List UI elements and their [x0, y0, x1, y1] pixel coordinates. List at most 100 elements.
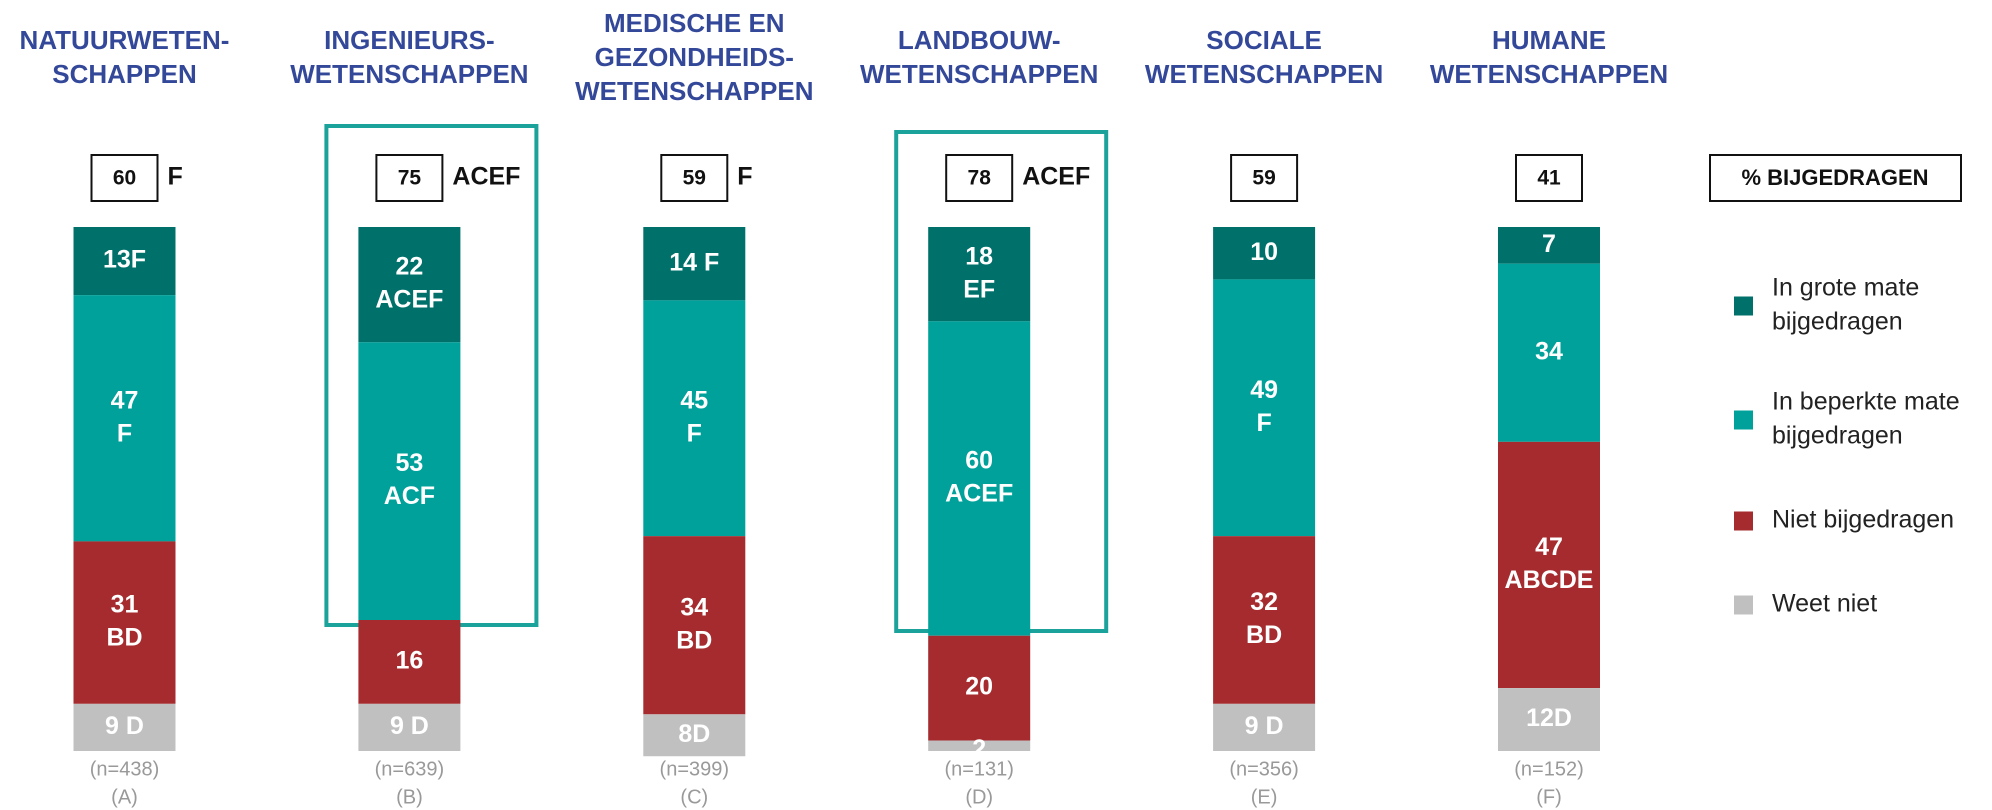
value-label: 9 D — [1245, 712, 1284, 740]
legend-title: % BIJGEDRAGEN — [1741, 165, 1928, 190]
value-label: 14 F — [669, 248, 719, 276]
group-letter: (F) — [1536, 786, 1562, 808]
value-label: 34 — [680, 593, 708, 621]
legend-label: Niet bijgedragen — [1772, 506, 1954, 534]
value-label: ACEF — [945, 480, 1013, 508]
value-label: BD — [676, 626, 712, 654]
bar-segment — [1498, 441, 1600, 689]
category-label: WETENSCHAPPEN — [860, 59, 1098, 89]
value-label: F — [687, 419, 702, 447]
value-label: 47 — [111, 386, 139, 414]
bar-segment — [1213, 279, 1316, 537]
value-label: 47 — [1535, 533, 1563, 561]
value-label: 8D — [678, 720, 710, 748]
value-label: 53 — [395, 449, 423, 477]
total-box — [1230, 154, 1299, 202]
bar-segment — [928, 227, 1031, 322]
bar-segment — [1498, 263, 1600, 442]
legend-swatch — [1734, 511, 1753, 531]
category-label: WETENSCHAPPEN — [1145, 59, 1383, 89]
total-value: 41 — [1537, 167, 1561, 190]
sample-size: (n=152) — [1514, 758, 1584, 780]
value-label: 49 — [1250, 376, 1278, 404]
total-box — [375, 154, 444, 202]
group-letter: (D) — [965, 786, 993, 808]
bar-segment — [358, 342, 461, 620]
bar-segment — [358, 227, 461, 343]
value-label: 22 — [395, 253, 423, 281]
total-value: 59 — [1252, 167, 1275, 190]
category-label: LANDBOUW- — [898, 25, 1061, 55]
bar-segment — [643, 227, 746, 301]
value-label: 45 — [680, 386, 708, 414]
total-box — [945, 154, 1014, 202]
value-label: ACEF — [375, 286, 443, 314]
legend-swatch — [1734, 410, 1753, 430]
value-label: F — [1256, 409, 1271, 437]
legend-label: bijgedragen — [1772, 308, 1903, 336]
bar-segment — [73, 227, 176, 296]
value-label: 31 — [111, 591, 139, 619]
legend-title-box — [1709, 154, 1962, 202]
bar-segment — [1498, 227, 1600, 264]
bar-segment — [1213, 536, 1316, 704]
value-label: 9 D — [390, 712, 429, 740]
sample-size: (n=356) — [1229, 758, 1299, 780]
category-label: SOCIALE — [1206, 25, 1322, 55]
bar-segment — [73, 541, 176, 704]
group-letter: (A) — [111, 786, 138, 808]
total-value: 60 — [113, 167, 136, 190]
value-label: ABCDE — [1505, 566, 1594, 594]
value-label: EF — [963, 275, 995, 303]
total-box — [1515, 154, 1583, 202]
bar-segment — [928, 635, 1031, 741]
value-label: 32 — [1250, 588, 1278, 616]
value-label: 9 D — [105, 712, 144, 740]
legend-label: In beperkte mate — [1772, 388, 1960, 416]
bar-segment — [358, 703, 461, 751]
value-label: ACF — [384, 482, 435, 510]
bar-segment — [928, 321, 1031, 636]
group-letter: (C) — [680, 786, 708, 808]
sample-size: (n=131) — [944, 758, 1014, 780]
total-box — [660, 154, 729, 202]
value-label: 34 — [1535, 337, 1563, 365]
value-label: 60 — [965, 447, 993, 475]
value-label: 12D — [1526, 704, 1572, 732]
category-label: NATUURWETEN- — [20, 25, 230, 55]
sample-size: (n=639) — [375, 758, 445, 780]
bar-segment — [1498, 688, 1600, 751]
category-label: MEDISCHE EN — [604, 8, 785, 38]
total-significance: ACEF — [1022, 163, 1090, 191]
bar-segment — [643, 300, 746, 537]
category-label: INGENIEURS- — [324, 25, 494, 55]
value-label: 18 — [965, 242, 993, 270]
legend-label: Weet niet — [1772, 590, 1877, 618]
sample-size: (n=438) — [90, 758, 160, 780]
legend-swatch — [1734, 296, 1753, 316]
value-label: F — [117, 419, 132, 447]
category-label: WETENSCHAPPEN — [1430, 59, 1668, 89]
bar-segment — [1213, 703, 1316, 751]
total-significance: ACEF — [452, 163, 520, 191]
total-significance: F — [737, 163, 752, 191]
group-letter: (E) — [1251, 786, 1278, 808]
bar-segment — [1213, 227, 1316, 280]
bar-segment — [73, 295, 176, 542]
legend-swatch — [1734, 595, 1753, 615]
group-letter: (B) — [396, 786, 423, 808]
category-label: SCHAPPEN — [52, 59, 196, 89]
bar-segment — [643, 714, 746, 757]
value-label: 7 — [1542, 230, 1556, 258]
category-label: WETENSCHAPPEN — [575, 76, 813, 106]
bar-segment — [643, 536, 746, 715]
total-box — [90, 154, 159, 202]
value-label: 2 — [972, 735, 986, 763]
legend-label: bijgedragen — [1772, 422, 1903, 450]
total-value: 78 — [968, 167, 992, 190]
sample-size: (n=399) — [660, 758, 730, 780]
total-significance: F — [168, 163, 183, 191]
total-value: 75 — [398, 167, 422, 190]
total-value: 59 — [683, 167, 706, 190]
value-label: BD — [106, 624, 142, 652]
